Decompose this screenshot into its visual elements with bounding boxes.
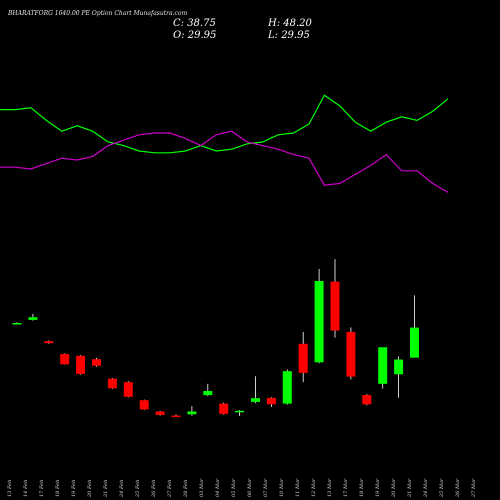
candle	[203, 383, 213, 397]
candle	[44, 340, 54, 344]
x-tick-label: 27 Feb	[167, 480, 173, 498]
x-tick-label: 18 Feb	[55, 480, 61, 497]
candle-body-down	[60, 354, 70, 365]
candle-body-down	[92, 359, 101, 366]
candle-body-down	[107, 378, 117, 389]
x-tick-label: 14 Feb	[23, 480, 29, 497]
candle-body-up	[314, 280, 324, 363]
x-tick-label: 07 Mar	[263, 478, 269, 497]
candle-body-down	[362, 395, 372, 405]
candle-body-up	[282, 371, 292, 404]
close-label: C: 38.75	[173, 18, 216, 29]
indicator-lines	[0, 94, 449, 193]
candle	[410, 295, 419, 358]
x-tick-label: 27 Mar	[471, 478, 477, 498]
x-tick-label: 13 Mar	[327, 478, 333, 497]
candle-body-up	[203, 390, 213, 396]
x-tick-label: 21 Feb	[103, 480, 109, 498]
candle-body-down	[298, 343, 308, 373]
open-label: O: 29.95	[173, 30, 216, 41]
x-tick-label: 25 Feb	[135, 480, 141, 498]
candle-body-down	[76, 355, 86, 374]
candle	[107, 378, 117, 389]
candle	[251, 376, 260, 404]
x-tick-label: 20 Feb	[87, 480, 93, 498]
candle-body-down	[44, 341, 54, 344]
candle	[28, 313, 38, 321]
candle	[378, 347, 388, 389]
candle	[139, 399, 149, 411]
series-line-2	[0, 130, 449, 193]
candle-body-up	[394, 359, 404, 375]
candle	[394, 356, 404, 398]
candle	[235, 410, 245, 416]
x-tick-label: 19 Feb	[71, 480, 77, 497]
candle	[282, 369, 292, 405]
candle	[330, 259, 340, 338]
candlestick-series	[12, 259, 419, 418]
x-tick-label: 05 Mar	[231, 478, 237, 497]
candle	[171, 414, 181, 418]
candle-body-down	[219, 403, 229, 414]
candle-body-up	[410, 327, 419, 358]
chart-title: BHARATFORG 1640.00 PE Option Chart Munaf…	[7, 10, 187, 17]
x-tick-label: 17 Mar	[343, 478, 349, 497]
x-tick-label: 19 Mar	[375, 478, 381, 497]
x-tick-label: 11 Mar	[295, 478, 301, 497]
x-tick-label: 04 Mar	[215, 478, 221, 497]
candle-body-down	[155, 411, 165, 415]
x-tick-label: 28 Feb	[183, 480, 189, 498]
candle	[219, 402, 229, 415]
candle	[314, 269, 324, 364]
candle-body-down	[171, 415, 181, 418]
candle-body-up	[378, 347, 388, 384]
high-label: H: 48.20	[267, 18, 313, 29]
candle-body-down	[330, 281, 340, 331]
candle	[298, 331, 308, 383]
candle	[155, 410, 165, 416]
x-tick-label: 06 Mar	[247, 478, 253, 497]
candle-body-up	[251, 398, 260, 402]
candle	[362, 394, 372, 406]
candle-body-up	[12, 322, 22, 325]
low-label: L: 29.95	[267, 30, 310, 41]
candle-body-down	[266, 397, 276, 405]
candle-body-down	[139, 400, 149, 410]
candle	[60, 353, 70, 365]
x-tick-label: 24 Feb	[119, 480, 125, 498]
candle	[92, 357, 101, 367]
candle	[12, 322, 22, 325]
candle-body-up	[28, 317, 38, 320]
x-tick-label: 26 Feb	[151, 480, 157, 498]
candle-body-up	[187, 411, 197, 415]
x-tick-label: 24 Mar	[423, 478, 429, 498]
x-tick-label: 21 Mar	[407, 478, 413, 498]
x-tick-label: 26 Mar	[455, 478, 461, 498]
x-tick-label: 13 Feb	[7, 480, 13, 497]
x-tick-label: 18 Mar	[359, 478, 365, 497]
candle	[76, 355, 86, 375]
x-tick-label: 17 Feb	[39, 480, 45, 497]
x-tick-label: 20 Mar	[391, 478, 397, 498]
x-tick-label: 12 Mar	[311, 478, 317, 497]
candle-body-up	[235, 410, 245, 413]
x-tick-label: 03 Mar	[199, 478, 205, 497]
candle-body-down	[346, 331, 356, 377]
candle	[346, 327, 356, 380]
x-tick-label: 25 Mar	[439, 478, 445, 498]
candle	[187, 406, 197, 416]
x-axis-ticks: 13 Feb 14 Feb 17 Feb 18 Feb 19 Feb 20 Feb 21 F…	[7, 478, 477, 498]
candle	[266, 397, 276, 408]
series-line-1	[0, 94, 449, 154]
candle-body-down	[123, 382, 133, 397]
x-tick-label: 10 Mar	[279, 478, 285, 497]
candle	[123, 381, 133, 398]
